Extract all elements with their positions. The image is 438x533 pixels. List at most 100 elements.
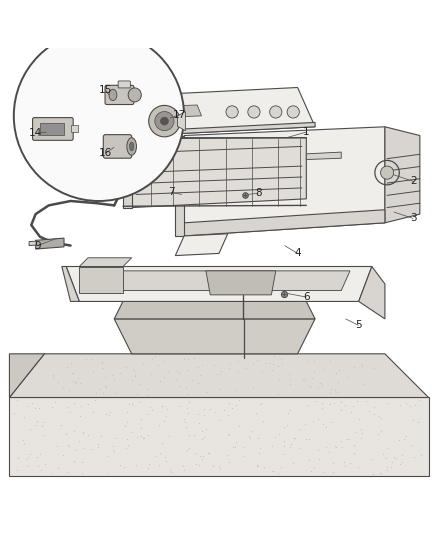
Point xyxy=(397,401,404,409)
Text: 17: 17 xyxy=(173,110,186,119)
Point xyxy=(245,432,252,441)
Point xyxy=(235,367,242,375)
FancyBboxPatch shape xyxy=(32,118,73,140)
Point xyxy=(225,411,232,419)
Point xyxy=(99,358,106,367)
Point xyxy=(144,385,151,393)
Polygon shape xyxy=(132,138,306,207)
Point xyxy=(216,415,223,424)
Point xyxy=(384,463,391,471)
Ellipse shape xyxy=(109,89,117,101)
Point xyxy=(358,425,365,433)
Point xyxy=(34,453,41,462)
Point xyxy=(194,410,201,418)
Point xyxy=(111,448,118,456)
Polygon shape xyxy=(175,135,184,236)
Point xyxy=(326,389,333,398)
Point xyxy=(132,370,139,379)
Point xyxy=(337,406,344,415)
Point xyxy=(204,449,211,457)
Point xyxy=(180,466,187,474)
Text: 5: 5 xyxy=(355,320,362,330)
Point xyxy=(177,402,184,410)
Polygon shape xyxy=(141,123,315,135)
Point xyxy=(225,364,232,372)
Point xyxy=(184,409,191,417)
Point xyxy=(258,368,265,376)
Point xyxy=(368,454,375,463)
Point xyxy=(63,430,70,438)
Point xyxy=(320,420,327,429)
Point xyxy=(310,357,317,365)
Point xyxy=(202,424,209,433)
Point xyxy=(58,421,65,430)
Point xyxy=(68,368,75,377)
Point xyxy=(281,422,288,431)
Point xyxy=(177,382,184,391)
Point xyxy=(217,366,224,375)
Point xyxy=(374,430,381,438)
Point xyxy=(67,359,74,367)
Point xyxy=(320,467,327,476)
Point xyxy=(391,453,398,462)
Point xyxy=(184,389,191,398)
Point xyxy=(105,469,112,478)
Point xyxy=(27,425,34,433)
Polygon shape xyxy=(35,238,64,249)
Point xyxy=(213,369,220,378)
Ellipse shape xyxy=(130,142,134,151)
Point xyxy=(70,399,77,407)
Point xyxy=(270,360,277,368)
Polygon shape xyxy=(79,266,123,293)
Point xyxy=(224,431,231,439)
Text: 14: 14 xyxy=(29,128,42,139)
Point xyxy=(185,431,192,439)
Point xyxy=(39,422,46,430)
Point xyxy=(241,442,248,451)
Point xyxy=(286,406,293,414)
Point xyxy=(129,400,136,409)
Polygon shape xyxy=(10,398,428,476)
Point xyxy=(196,461,203,470)
Point xyxy=(157,449,164,457)
Point xyxy=(319,398,326,407)
Point xyxy=(193,460,200,469)
Text: 4: 4 xyxy=(294,248,301,259)
Point xyxy=(83,355,90,364)
Point xyxy=(176,368,183,377)
Point xyxy=(275,469,282,477)
Point xyxy=(163,405,170,414)
Point xyxy=(159,402,166,410)
Point xyxy=(28,398,35,407)
Point xyxy=(155,421,162,429)
Point xyxy=(330,398,337,407)
Point xyxy=(336,366,343,375)
Point xyxy=(78,401,85,410)
Point xyxy=(67,408,74,416)
Point xyxy=(332,369,339,377)
Point xyxy=(146,402,153,411)
Point xyxy=(32,403,39,412)
Point xyxy=(306,434,313,443)
Point xyxy=(180,462,187,471)
Point xyxy=(70,377,77,385)
Point xyxy=(383,399,390,408)
Point xyxy=(377,414,384,423)
Point xyxy=(64,363,71,372)
Point xyxy=(183,366,190,374)
Point xyxy=(362,397,369,405)
Point xyxy=(148,369,155,378)
Bar xyxy=(40,123,64,135)
Point xyxy=(226,399,233,407)
Point xyxy=(80,443,87,452)
Point xyxy=(107,407,114,416)
Point xyxy=(326,356,333,365)
Point xyxy=(334,388,341,397)
Point xyxy=(326,448,333,456)
Polygon shape xyxy=(145,105,201,118)
Point xyxy=(257,444,264,453)
Point xyxy=(129,376,136,384)
Point xyxy=(128,399,135,408)
Point xyxy=(162,456,170,465)
Point xyxy=(418,451,425,459)
